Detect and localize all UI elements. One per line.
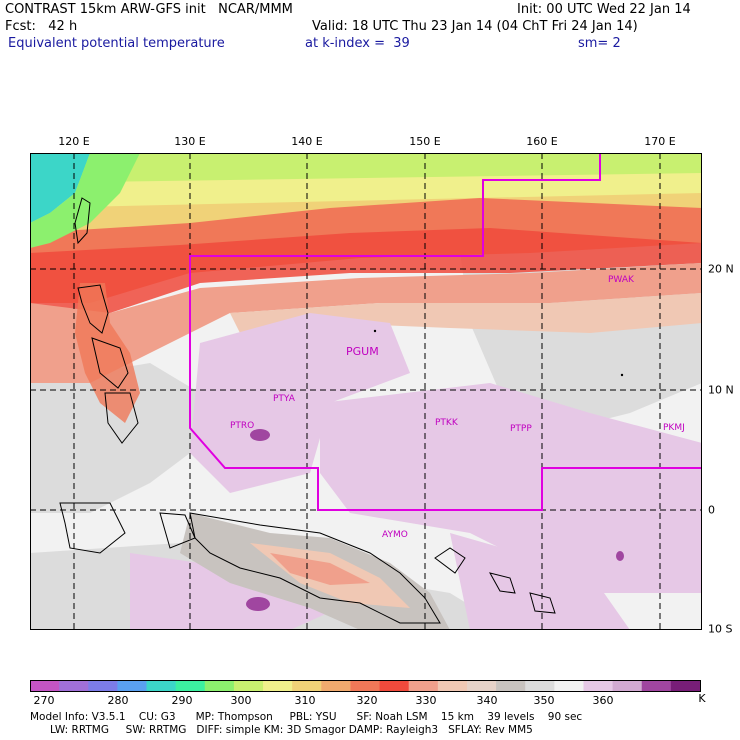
field-name: Equivalent potential temperature <box>8 36 225 51</box>
station-label: PWAK <box>608 275 635 285</box>
colorbar-swatch <box>350 680 381 692</box>
colorbar-swatch <box>263 680 293 692</box>
station-label: PTRO <box>230 421 254 431</box>
lon-label: 140 E <box>291 135 323 148</box>
colorbar-swatch <box>496 680 526 692</box>
station-dot <box>373 329 377 333</box>
colorbar-swatch <box>612 680 643 692</box>
colorbar <box>30 680 701 692</box>
colorbar-tick: 310 <box>294 694 316 707</box>
colorbar-swatch <box>88 680 118 692</box>
colorbar-swatch <box>204 680 235 692</box>
land-region <box>270 553 370 585</box>
lat-label: 10 S <box>708 622 733 636</box>
shade-region <box>450 533 630 630</box>
model-info-line2: LW: RRTMG SW: RRTMG DIFF: simple KM: 3D … <box>30 724 533 736</box>
coastline <box>104 392 139 444</box>
colorbar-tick: 270 <box>33 694 55 707</box>
station-label: AYMO <box>382 530 408 540</box>
coastlines <box>59 197 556 624</box>
colorbar-swatch <box>466 680 497 692</box>
coastline <box>189 512 441 624</box>
theta-e-map: PWAK PGUM PTYA PTRO PTKK PTPP PKMJ AYMO <box>30 153 702 630</box>
colorbar-swatch <box>670 680 701 692</box>
station-label: PKMJ <box>663 423 685 433</box>
lat-label: 10 N <box>708 383 734 397</box>
colorbar-tick: 340 <box>476 694 498 707</box>
coastline <box>434 547 466 574</box>
map-frame <box>30 153 702 630</box>
lon-label: 130 E <box>174 135 206 148</box>
colorbar-swatch <box>583 680 614 692</box>
shade-region <box>246 597 270 611</box>
forecast-hour: Fcst: 42 h <box>5 19 78 34</box>
lon-label: 170 E <box>644 135 676 148</box>
colorbar-swatch <box>30 680 60 692</box>
k-index: at k-index = 39 <box>305 36 410 51</box>
shade-region <box>30 153 90 223</box>
coastline <box>529 592 556 614</box>
colorbar-swatch <box>59 680 89 692</box>
colorbar-tick: 300 <box>230 694 252 707</box>
land-region <box>75 283 140 423</box>
lat-label: 20 N <box>708 262 734 276</box>
shade-region <box>30 153 140 248</box>
colorbar-swatch <box>117 680 148 692</box>
colorbar-tick: 320 <box>356 694 378 707</box>
colorbar-tick: 280 <box>107 694 129 707</box>
model-info-line1: Model Info: V3.5.1 CU: G3 MP: Thompson P… <box>30 711 583 723</box>
coastline <box>74 197 91 245</box>
colorbar-swatch <box>175 680 206 692</box>
lon-label: 160 E <box>526 135 558 148</box>
shade-region <box>616 551 624 561</box>
lon-label: 120 E <box>58 135 90 148</box>
colorbar-tick: 290 <box>171 694 193 707</box>
shade-region <box>250 429 270 441</box>
colorbar-swatch <box>292 680 322 692</box>
coastline <box>77 284 109 334</box>
valid-time: Valid: 18 UTC Thu 23 Jan 14 (04 ChT Fri … <box>312 19 638 34</box>
title-line: CONTRAST 15km ARW-GFS init NCAR/MMM <box>5 2 293 17</box>
shade-region <box>130 553 350 630</box>
shade-region <box>30 363 200 513</box>
station-label: PTYA <box>273 394 296 404</box>
shade-band <box>30 173 702 213</box>
coastline <box>489 572 516 594</box>
colorbar-swatch <box>233 680 264 692</box>
shade-band <box>30 263 702 383</box>
colorbar-unit: K <box>698 692 706 705</box>
colorbar-swatch <box>437 680 468 692</box>
colorbar-tick: 350 <box>533 694 555 707</box>
shade-band <box>30 228 702 323</box>
station-label: PTPP <box>510 424 532 434</box>
shade-region <box>190 313 410 493</box>
colorbar-swatch <box>525 680 555 692</box>
colorbar-frame <box>30 680 701 692</box>
colorbar-swatch <box>554 680 584 692</box>
coastline <box>59 502 126 554</box>
lon-label: 150 E <box>409 135 441 148</box>
station-dot <box>620 373 624 377</box>
lat-label: 0 <box>708 503 715 517</box>
colorbar-tick: 330 <box>415 694 437 707</box>
init-time: Init: 00 UTC Wed 22 Jan 14 <box>517 2 691 17</box>
station-label: PTKK <box>435 418 459 428</box>
colorbar-tick: 360 <box>592 694 614 707</box>
eez-boundary <box>189 153 702 511</box>
colorbar-swatch <box>321 680 351 692</box>
smoothing: sm= 2 <box>578 36 621 51</box>
shade-region <box>320 383 702 593</box>
coastline <box>91 337 129 389</box>
colorbar-swatch <box>641 680 672 692</box>
colorbar-swatch <box>408 680 439 692</box>
colorbar-swatch <box>379 680 410 692</box>
station-label: PGUM <box>346 345 379 358</box>
colorbar-swatch <box>146 680 177 692</box>
